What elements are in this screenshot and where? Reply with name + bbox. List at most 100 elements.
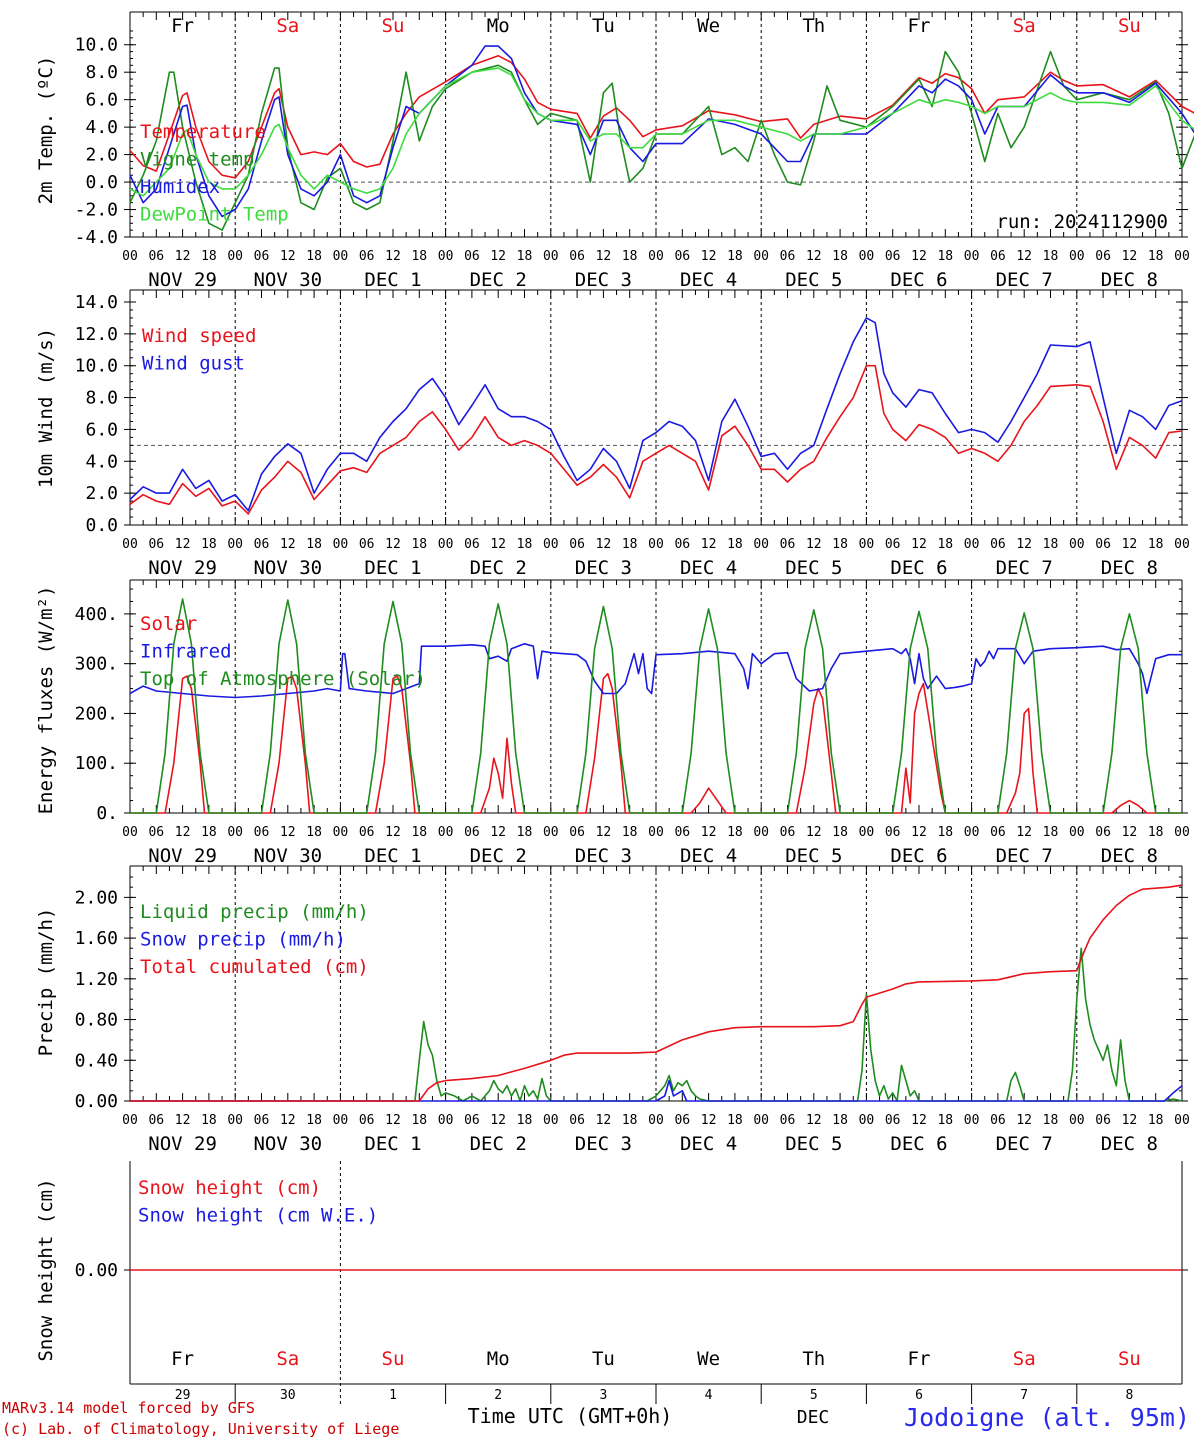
hour-label: 06 bbox=[674, 537, 690, 552]
weekday-label: Sa bbox=[276, 1348, 299, 1370]
hour-label: 12 bbox=[490, 249, 506, 264]
date-label: DEC 6 bbox=[890, 557, 947, 579]
hour-label: 12 bbox=[1122, 1113, 1138, 1128]
hour-label: 18 bbox=[411, 537, 427, 552]
hour-label: 06 bbox=[148, 249, 164, 264]
hour-label: 00 bbox=[122, 825, 138, 840]
hour-label: 12 bbox=[385, 249, 401, 264]
hour-label: 12 bbox=[806, 249, 822, 264]
date-label: DEC 7 bbox=[996, 557, 1053, 579]
hour-label: 12 bbox=[596, 537, 612, 552]
y-tick-label: 0.0 bbox=[85, 172, 118, 193]
date-label: NOV 29 bbox=[148, 845, 217, 867]
day-number-label: 29 bbox=[175, 1388, 191, 1403]
hour-label: 00 bbox=[227, 537, 243, 552]
day-number-label: 1 bbox=[389, 1388, 397, 1403]
hour-label: 00 bbox=[227, 1113, 243, 1128]
hour-label: 12 bbox=[280, 825, 296, 840]
hour-label: 06 bbox=[990, 1113, 1006, 1128]
hour-label: 00 bbox=[333, 249, 349, 264]
y-tick-label: 2.00 bbox=[75, 887, 118, 908]
chart-panel-4: 2.00 1.60 1.20 0.80 0.40 0.00 Precip (mm/h) Liq… bbox=[35, 865, 1190, 1155]
hour-label: 00 bbox=[333, 825, 349, 840]
hour-label: 18 bbox=[937, 249, 953, 264]
hour-label: 18 bbox=[622, 249, 638, 264]
hour-label: 18 bbox=[727, 249, 743, 264]
date-label: DEC 2 bbox=[470, 845, 527, 867]
hour-label: 18 bbox=[201, 249, 217, 264]
hour-label: 18 bbox=[1148, 825, 1164, 840]
y-axis-label: Snow height (cm) bbox=[35, 1178, 57, 1361]
y-tick-label: 200. bbox=[75, 703, 118, 724]
hour-label: 12 bbox=[596, 1113, 612, 1128]
hour-label: 12 bbox=[280, 537, 296, 552]
hour-label: 06 bbox=[990, 249, 1006, 264]
hour-label: 00 bbox=[1069, 1113, 1085, 1128]
hour-label: 06 bbox=[1095, 249, 1111, 264]
hour-label: 00 bbox=[859, 249, 875, 264]
y-tick-label: 10.0 bbox=[75, 35, 118, 56]
hour-label: 12 bbox=[385, 825, 401, 840]
hour-label: 12 bbox=[701, 825, 717, 840]
hour-label: 06 bbox=[780, 1113, 796, 1128]
hour-label: 18 bbox=[306, 537, 322, 552]
hour-label: 12 bbox=[701, 249, 717, 264]
series-top-of-atmosphere-solar bbox=[130, 598, 1182, 814]
hour-label: 18 bbox=[1148, 249, 1164, 264]
hour-label: 06 bbox=[254, 249, 270, 264]
hour-label: 00 bbox=[753, 825, 769, 840]
y-tick-label: 1.60 bbox=[75, 928, 118, 949]
y-axis-label: 2m Temp. (ºC) bbox=[35, 56, 57, 205]
weekday-label: Fr bbox=[171, 15, 194, 37]
day-number-label: 2 bbox=[494, 1388, 502, 1403]
hour-label: 18 bbox=[1043, 825, 1059, 840]
date-label: NOV 30 bbox=[253, 557, 322, 579]
hour-label: 06 bbox=[359, 249, 375, 264]
date-label: DEC 7 bbox=[996, 845, 1053, 867]
date-label: DEC 3 bbox=[575, 1133, 632, 1155]
hour-label: 18 bbox=[727, 825, 743, 840]
hour-label: 18 bbox=[306, 825, 322, 840]
hour-label: 12 bbox=[911, 825, 927, 840]
weekday-label: Mo bbox=[487, 1348, 510, 1370]
weekday-label: Su bbox=[382, 15, 405, 37]
weekday-label: Th bbox=[802, 1348, 825, 1370]
y-tick-label: 300. bbox=[75, 654, 118, 675]
hour-label: 00 bbox=[227, 825, 243, 840]
hour-label: 18 bbox=[517, 249, 533, 264]
hour-label: 06 bbox=[254, 537, 270, 552]
hour-label: 00 bbox=[1069, 249, 1085, 264]
hour-label: 18 bbox=[832, 537, 848, 552]
hour-label: 06 bbox=[780, 825, 796, 840]
hour-label: 00 bbox=[333, 537, 349, 552]
legend-entry: Snow height (cm) bbox=[138, 1177, 321, 1199]
weekday-label: We bbox=[697, 15, 720, 37]
hour-label: 12 bbox=[175, 537, 191, 552]
hour-label: 12 bbox=[806, 1113, 822, 1128]
date-label: DEC 5 bbox=[785, 557, 842, 579]
hour-label: 18 bbox=[1043, 537, 1059, 552]
series-total-cumulated-cm bbox=[130, 884, 1183, 1102]
date-label: DEC 7 bbox=[996, 269, 1053, 291]
date-label: NOV 29 bbox=[148, 557, 217, 579]
hour-label: 06 bbox=[464, 825, 480, 840]
hour-label: 12 bbox=[1016, 249, 1032, 264]
y-tick-label: 0.00 bbox=[75, 1260, 118, 1281]
date-label: NOV 30 bbox=[253, 1133, 322, 1155]
hour-label: 12 bbox=[490, 825, 506, 840]
hour-label: 06 bbox=[990, 825, 1006, 840]
y-axis-label: Energy fluxes (W/m²) bbox=[35, 586, 57, 815]
date-label: DEC 2 bbox=[470, 557, 527, 579]
hour-label: 18 bbox=[411, 249, 427, 264]
series-infrared bbox=[129, 642, 1182, 699]
y-tick-label: 1.20 bbox=[75, 969, 118, 990]
hour-label: 06 bbox=[569, 537, 585, 552]
y-tick-label: 0.0 bbox=[85, 515, 118, 536]
hour-label: 12 bbox=[280, 249, 296, 264]
y-tick-label: 100. bbox=[75, 753, 118, 774]
series-solar bbox=[130, 672, 1182, 814]
hour-label: 06 bbox=[148, 1113, 164, 1128]
y-tick-label: 6.0 bbox=[85, 419, 118, 440]
date-label: DEC 1 bbox=[364, 269, 421, 291]
y-tick-label: 6.0 bbox=[85, 90, 118, 111]
